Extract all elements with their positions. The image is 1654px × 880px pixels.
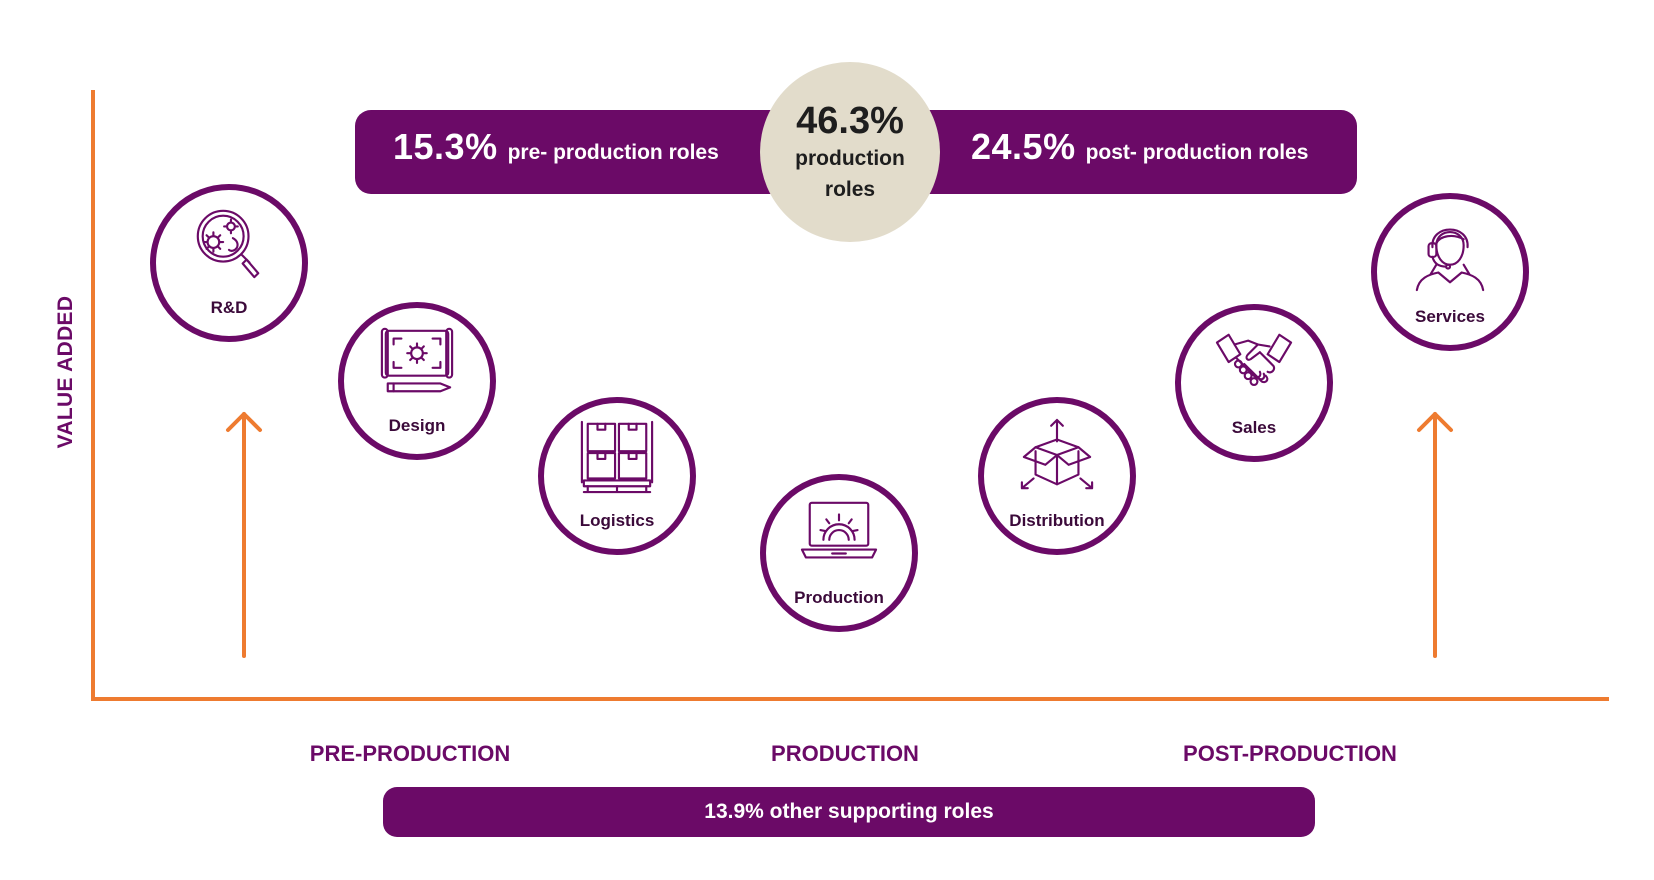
value-rise-arrow-right (1417, 412, 1453, 658)
headset-agent-icon (1415, 228, 1485, 292)
laptop-gear-icon (800, 501, 878, 559)
production-share-circle: 46.3% production roles (760, 62, 940, 242)
pre-production-percent: 15.3% (393, 126, 498, 167)
production-percent: 46.3% (796, 100, 904, 142)
stage-production: Production (760, 474, 918, 632)
stage-rnd: R&D (150, 184, 308, 342)
handshake-icon (1215, 333, 1293, 387)
y-axis-line (91, 90, 95, 700)
stage-sales: Sales (1175, 304, 1333, 462)
stage-label-production: Production (794, 588, 884, 607)
boxes-pallet-icon (580, 420, 654, 494)
pre-production-label: pre- production roles (507, 141, 719, 164)
stage-distribution: Distribution (978, 397, 1136, 555)
gears-magnifier-icon (196, 209, 260, 279)
production-share-label: production roles (795, 147, 905, 201)
stage-label-design: Design (388, 416, 446, 435)
post-production-percent: 24.5% (971, 126, 1076, 167)
open-box-arrows-icon (1020, 418, 1094, 490)
phase-pre-production: PRE-PRODUCTION (309, 741, 511, 766)
x-axis-line (91, 697, 1609, 701)
stage-label-services: Services (1415, 307, 1485, 326)
blueprint-pencil-icon (380, 327, 454, 393)
post-production-share: 24.5% post- production roles (971, 126, 1308, 168)
stage-services: Services (1371, 193, 1529, 351)
stage-label-sales: Sales (1231, 418, 1277, 437)
stage-label-rnd: R&D (210, 298, 248, 317)
phase-post-production: POST-PRODUCTION (1183, 741, 1397, 766)
stage-label-distribution: Distribution (1009, 511, 1105, 530)
supporting-roles-banner: 13.9% other supporting roles (383, 787, 1315, 837)
y-axis-label: VALUE ADDED (54, 295, 77, 449)
value-rise-arrow-left (226, 412, 262, 658)
pre-production-share: 15.3% pre- production roles (393, 126, 719, 168)
stage-logistics: Logistics (538, 397, 696, 555)
post-production-label: post- production roles (1085, 141, 1309, 164)
stage-design: Design (338, 302, 496, 460)
stage-label-logistics: Logistics (579, 511, 655, 530)
phase-production: PRODUCTION (771, 741, 919, 766)
